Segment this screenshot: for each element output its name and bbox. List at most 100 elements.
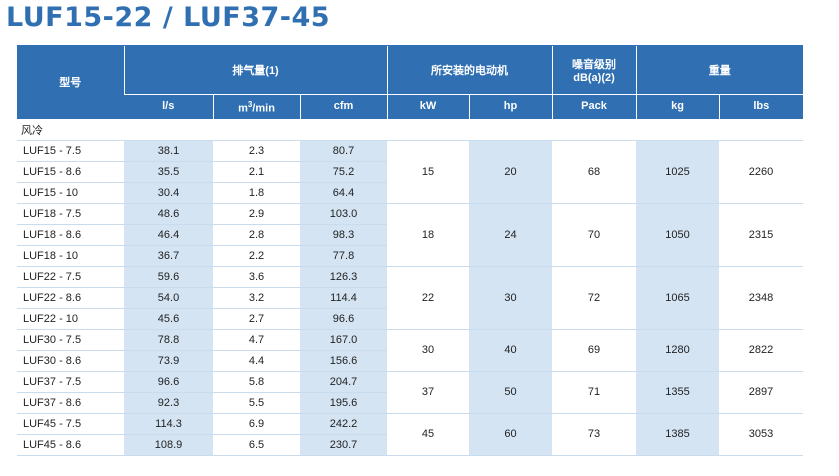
- ls-cell: 114.3: [124, 413, 213, 435]
- m3min-cell: 2.9: [213, 203, 300, 225]
- table-row: LUF37 - 8.6 92.3 5.5 195.6: [17, 392, 803, 414]
- m3min-cell: 2.3: [213, 140, 300, 162]
- cfm-cell: 126.3: [300, 266, 388, 288]
- m3min-cell: 6.9: [213, 413, 300, 435]
- ls-cell: 48.6: [124, 203, 213, 225]
- m3min-cell: 4.4: [213, 350, 300, 372]
- model-cell: LUF15 - 8.6: [17, 161, 124, 183]
- m3min-cell: 6.5: [213, 434, 300, 456]
- m3min-cell: 5.5: [213, 392, 300, 414]
- model-cell: LUF22 - 7.5: [17, 266, 124, 288]
- cfm-cell: 156.6: [300, 350, 388, 372]
- model-cell: LUF30 - 7.5: [17, 329, 124, 351]
- ls-cell: 36.7: [124, 245, 213, 267]
- lbs-cell: 2315: [719, 203, 804, 267]
- model-cell: LUF18 - 8.6: [17, 224, 124, 246]
- unit-kw: kW: [386, 94, 470, 120]
- hp-cell: 20: [469, 140, 553, 204]
- lbs-cell: 3053: [719, 413, 804, 456]
- unit-lbs: lbs: [718, 94, 804, 120]
- unit-m3-tail: /min: [252, 102, 275, 115]
- table-row: LUF22 - 8.6 54.0 3.2 114.4: [17, 287, 803, 309]
- ls-cell: 96.6: [124, 371, 213, 393]
- ls-cell: 46.4: [124, 224, 213, 246]
- m3min-cell: 3.2: [213, 287, 300, 309]
- kw-cell: 30: [387, 329, 470, 372]
- model-cell: LUF37 - 8.6: [17, 392, 124, 414]
- pack-cell: 73: [552, 413, 637, 456]
- table-row: LUF18 - 8.6 46.4 2.8 98.3: [17, 224, 803, 246]
- m3min-cell: 5.8: [213, 371, 300, 393]
- cfm-cell: 75.2: [300, 161, 388, 183]
- m3min-cell: 1.8: [213, 182, 300, 204]
- model-cell: LUF18 - 10: [17, 245, 124, 267]
- cfm-cell: 114.4: [300, 287, 388, 309]
- unit-hp: hp: [468, 94, 553, 120]
- ls-cell: 54.0: [124, 287, 213, 309]
- ls-cell: 45.6: [124, 308, 213, 330]
- header-weight: 重量: [635, 45, 804, 95]
- hp-cell: 40: [469, 329, 553, 372]
- ls-cell: 30.4: [124, 182, 213, 204]
- lbs-cell: 2348: [719, 266, 804, 330]
- cfm-cell: 167.0: [300, 329, 388, 351]
- header-noise-label: 噪音级别: [572, 59, 617, 71]
- pack-cell: 69: [552, 329, 637, 372]
- cfm-cell: 77.8: [300, 245, 388, 267]
- table-row: LUF37 - 7.5 96.6 5.8 204.7 37 50 71 1355 2897: [17, 371, 804, 414]
- model-cell: LUF22 - 8.6: [17, 287, 124, 309]
- model-cell: LUF37 - 7.5: [17, 371, 124, 393]
- ls-cell: 108.9: [124, 434, 213, 456]
- unit-m3min: m3/min: [212, 94, 300, 120]
- kw-cell: 18: [387, 203, 470, 267]
- table-row: LUF22 - 10 45.6 2.7 96.6: [17, 308, 803, 330]
- unit-cfm: cfm: [299, 94, 388, 120]
- header-model: 型号: [17, 45, 124, 120]
- model-cell: LUF15 - 7.5: [17, 140, 124, 162]
- m3min-cell: 2.7: [213, 308, 300, 330]
- cfm-cell: 98.3: [300, 224, 388, 246]
- model-cell: LUF30 - 8.6: [17, 350, 124, 372]
- m3min-cell: 2.8: [213, 224, 300, 246]
- pack-cell: 70: [552, 203, 637, 267]
- header-noise: 噪音级别 dB(a)(2): [551, 45, 637, 95]
- spec-table: 型号 排气量(1) 所安装的电动机 噪音级别 dB(a)(2) 重量 l/s m…: [17, 45, 804, 456]
- pack-cell: 68: [552, 140, 637, 204]
- cfm-cell: 80.7: [300, 140, 388, 162]
- pack-cell: 71: [552, 371, 637, 414]
- kw-cell: 22: [387, 266, 470, 330]
- unit-pack: Pack: [551, 94, 637, 120]
- pack-cell: 72: [552, 266, 637, 330]
- m3min-cell: 2.1: [213, 161, 300, 183]
- kg-cell: 1050: [636, 203, 720, 267]
- ls-cell: 78.8: [124, 329, 213, 351]
- table-row: LUF15 - 8.6 35.5 2.1 75.2: [17, 161, 803, 183]
- header-motor: 所安装的电动机: [386, 45, 553, 95]
- hp-cell: 24: [469, 203, 553, 267]
- model-cell: LUF22 - 10: [17, 308, 124, 330]
- table-row: LUF18 - 10 36.7 2.2 77.8: [17, 245, 803, 267]
- table-row: LUF15 - 7.5 38.1 2.3 80.7 15 20 68 1025 2260: [17, 140, 804, 204]
- ls-cell: 35.5: [124, 161, 213, 183]
- cfm-cell: 230.7: [300, 434, 388, 456]
- lbs-cell: 2260: [719, 140, 804, 204]
- unit-m3-base: m: [238, 102, 248, 115]
- ls-cell: 92.3: [124, 392, 213, 414]
- cfm-cell: 96.6: [300, 308, 388, 330]
- model-cell: LUF45 - 7.5: [17, 413, 124, 435]
- m3min-cell: 4.7: [213, 329, 300, 351]
- ls-cell: 73.9: [124, 350, 213, 372]
- m3min-cell: 2.2: [213, 245, 300, 267]
- header-noise-unit: dB(a)(2): [573, 72, 615, 84]
- page-title: LUF15-22 / LUF37-45: [6, 2, 331, 33]
- lbs-cell: 2822: [719, 329, 804, 372]
- table-row: LUF45 - 7.5 114.3 6.9 242.2 45 60 73 1385 3053: [17, 413, 804, 456]
- cfm-cell: 64.4: [300, 182, 388, 204]
- kw-cell: 15: [387, 140, 470, 204]
- unit-kg: kg: [635, 94, 720, 120]
- hp-cell: 60: [469, 413, 553, 456]
- ls-cell: 59.6: [124, 266, 213, 288]
- kw-cell: 45: [387, 413, 470, 456]
- hp-cell: 50: [469, 371, 553, 414]
- table-row: LUF45 - 8.6 108.9 6.5 230.7: [17, 434, 803, 456]
